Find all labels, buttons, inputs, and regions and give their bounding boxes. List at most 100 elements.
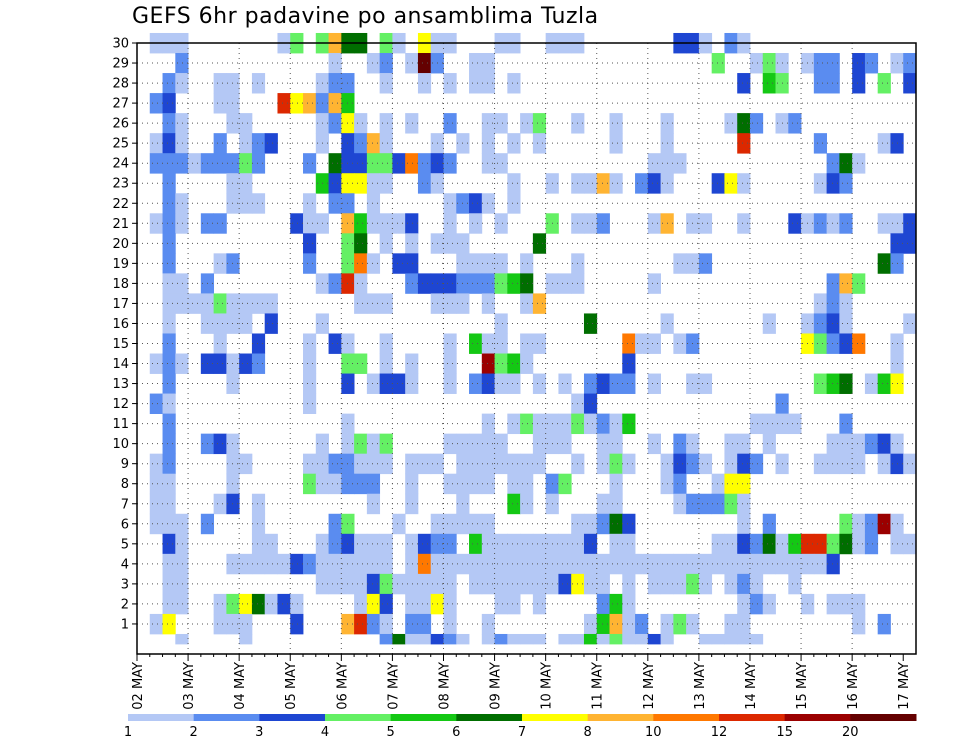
heatmap-cell [698, 453, 713, 475]
y-tick-label: 5 [121, 537, 129, 552]
heatmap-cell [494, 273, 508, 294]
heatmap-cell [596, 373, 610, 394]
heatmap-cell [852, 333, 866, 354]
heatmap-cell [443, 593, 457, 615]
heatmap-cell [213, 493, 227, 515]
heatmap-cell [239, 453, 253, 475]
heatmap-cell [532, 633, 547, 645]
heatmap-cell [839, 373, 853, 394]
heatmap-cell [443, 113, 457, 134]
heatmap-cell [737, 513, 751, 535]
legend-label: 12 [711, 725, 728, 740]
heatmap-cell [328, 73, 342, 94]
heatmap-cell [737, 573, 751, 595]
heatmap-cell [264, 313, 278, 334]
heatmap-cell [149, 393, 163, 414]
heatmap-cell [417, 573, 432, 595]
heatmap-cell [366, 553, 381, 575]
heatmap-cell [354, 153, 368, 174]
heatmap-cell [469, 573, 483, 595]
heatmap-cell [328, 473, 342, 495]
heatmap-cell [635, 333, 649, 354]
heatmap-cell [698, 253, 713, 274]
heatmap-cell [162, 273, 176, 294]
heatmap-cell [558, 573, 572, 595]
heatmap-cell [494, 573, 508, 595]
heatmap-cell [558, 553, 572, 575]
heatmap-cell [443, 513, 457, 535]
heatmap-cell [366, 153, 381, 174]
y-tick-label: 16 [112, 317, 129, 332]
heatmap-cell [469, 473, 483, 495]
x-tick-label: 03 MAY [182, 662, 197, 710]
heatmap-cell [788, 533, 802, 555]
heatmap-cell [724, 533, 738, 555]
heatmap-cell [251, 293, 266, 314]
heatmap-cell [622, 333, 636, 354]
heatmap-cell [366, 373, 381, 394]
heatmap-cell [430, 633, 444, 645]
heatmap-cell [737, 593, 751, 615]
heatmap-cell [839, 173, 853, 194]
x-tick-label: 02 MAY [131, 662, 146, 710]
heatmap-cell [596, 453, 610, 475]
heatmap-cell [852, 533, 866, 555]
heatmap-cell [864, 373, 879, 394]
heatmap-cell [469, 553, 483, 575]
heatmap-cell [532, 453, 547, 475]
heatmap-cell [507, 193, 521, 214]
heatmap-cell [762, 513, 776, 535]
heatmap-cell [175, 633, 189, 645]
heatmap-cell [596, 173, 610, 194]
heatmap-cell [354, 453, 368, 475]
heatmap-cell [188, 293, 202, 314]
heatmap-cell [494, 593, 508, 615]
heatmap-cell [737, 473, 751, 495]
heatmap-cell [762, 53, 776, 74]
heatmap-cell [354, 293, 368, 314]
heatmap-cell [417, 73, 432, 94]
heatmap-cell [366, 433, 381, 455]
heatmap-cell [239, 593, 253, 615]
heatmap-cell [328, 273, 342, 294]
heatmap-cell [877, 373, 891, 394]
heatmap-cell [481, 293, 495, 314]
heatmap-cell [481, 133, 495, 154]
heatmap-cell [328, 573, 342, 595]
heatmap-cell [532, 133, 547, 154]
legend-swatch [325, 714, 392, 721]
heatmap-cell [162, 473, 176, 495]
heatmap-cell [507, 633, 521, 645]
heatmap-cell [558, 473, 572, 495]
heatmap-cell [520, 113, 534, 134]
heatmap-cell [443, 153, 457, 174]
heatmap-cell [507, 553, 521, 575]
heatmap-cell [737, 553, 751, 575]
heatmap-cell [673, 553, 687, 575]
heatmap-cell [749, 593, 764, 615]
heatmap-cell [852, 433, 866, 455]
heatmap-cell [481, 613, 495, 635]
heatmap-cell [481, 53, 495, 74]
heatmap-cell [737, 533, 751, 555]
heatmap-cell [507, 533, 521, 555]
heatmap-cell [558, 373, 572, 394]
heatmap-cell [673, 493, 687, 515]
heatmap-cell [328, 553, 342, 575]
heatmap-cell [149, 93, 163, 114]
heatmap-cell [162, 113, 176, 134]
heatmap-cell [264, 533, 278, 555]
heatmap-cell [162, 513, 176, 535]
heatmap-cell [507, 493, 521, 515]
heatmap-cell [532, 553, 547, 575]
heatmap-cell [213, 613, 227, 635]
heatmap-cell [520, 453, 534, 475]
heatmap-cell [379, 233, 393, 254]
heatmap-cell [494, 433, 508, 455]
heatmap-cell [366, 493, 381, 515]
heatmap-cell [290, 213, 304, 234]
heatmap-cell [290, 93, 304, 114]
heatmap-cell [354, 213, 368, 234]
heatmap-cell [635, 633, 649, 645]
x-tick-label: 13 MAY [693, 662, 708, 710]
